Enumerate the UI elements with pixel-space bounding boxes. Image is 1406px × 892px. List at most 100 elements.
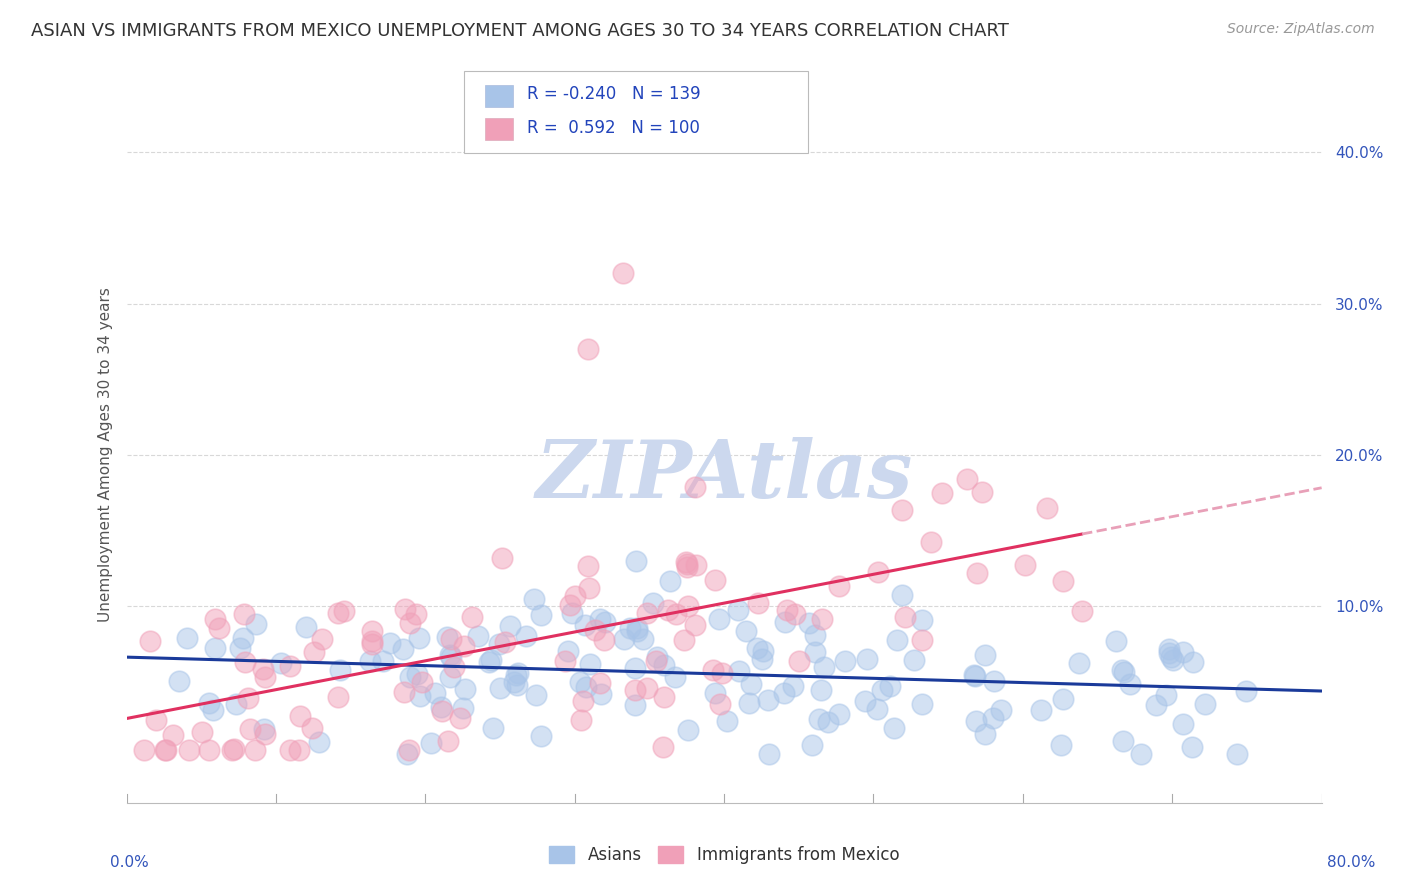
Point bbox=[197, 743, 219, 757]
Point bbox=[204, 641, 226, 656]
Point bbox=[270, 656, 292, 670]
Text: R =  0.592   N = 100: R = 0.592 N = 100 bbox=[527, 119, 700, 136]
Point bbox=[931, 486, 953, 500]
Point bbox=[232, 607, 254, 621]
Point bbox=[891, 588, 914, 602]
Point bbox=[636, 681, 658, 695]
Text: Source: ZipAtlas.com: Source: ZipAtlas.com bbox=[1227, 22, 1375, 37]
Point bbox=[756, 693, 779, 707]
Point bbox=[373, 654, 395, 668]
Point bbox=[399, 616, 422, 631]
Point bbox=[589, 676, 612, 690]
Point bbox=[1049, 738, 1071, 752]
Point bbox=[626, 621, 648, 635]
Point bbox=[659, 574, 682, 588]
Point bbox=[652, 690, 675, 704]
Point bbox=[394, 602, 416, 616]
Point bbox=[288, 709, 311, 723]
Point bbox=[564, 589, 586, 603]
Point bbox=[429, 700, 451, 714]
Point bbox=[665, 607, 688, 621]
Point bbox=[451, 701, 474, 715]
Point bbox=[436, 631, 458, 645]
Point bbox=[481, 721, 503, 735]
Text: 80.0%: 80.0% bbox=[1327, 855, 1375, 870]
Point bbox=[399, 670, 422, 684]
Point bbox=[654, 658, 676, 673]
Point bbox=[626, 624, 648, 639]
Point bbox=[868, 565, 890, 579]
Point bbox=[1194, 697, 1216, 711]
Point bbox=[645, 649, 668, 664]
Point bbox=[711, 666, 734, 681]
Point bbox=[503, 674, 526, 689]
Point bbox=[449, 710, 471, 724]
Point bbox=[575, 680, 598, 694]
Point bbox=[776, 603, 799, 617]
Point bbox=[454, 681, 477, 696]
Point bbox=[740, 677, 762, 691]
Point bbox=[523, 592, 546, 607]
Point bbox=[1160, 650, 1182, 665]
Point bbox=[879, 679, 901, 693]
Point bbox=[326, 607, 349, 621]
Point bbox=[569, 713, 592, 727]
Point bbox=[423, 686, 446, 700]
Point bbox=[624, 698, 647, 713]
Point bbox=[145, 713, 167, 727]
Point bbox=[1226, 747, 1249, 762]
Point bbox=[443, 660, 465, 674]
Point bbox=[243, 743, 266, 757]
Point bbox=[208, 621, 231, 635]
Point bbox=[491, 551, 513, 566]
Point bbox=[1182, 655, 1205, 669]
Point bbox=[676, 599, 699, 614]
Point bbox=[965, 714, 987, 728]
Point bbox=[911, 633, 934, 648]
Point bbox=[554, 654, 576, 668]
Point bbox=[813, 660, 835, 674]
Point bbox=[405, 607, 427, 622]
Text: ZIPAtlas: ZIPAtlas bbox=[536, 437, 912, 515]
Point bbox=[408, 631, 430, 645]
Point bbox=[593, 633, 616, 648]
Point bbox=[828, 579, 851, 593]
Point bbox=[631, 632, 654, 646]
Point bbox=[886, 632, 908, 647]
Point bbox=[800, 738, 823, 752]
Point bbox=[132, 743, 155, 757]
Point bbox=[155, 743, 177, 757]
Point bbox=[702, 663, 724, 677]
Point bbox=[153, 743, 176, 757]
Point bbox=[1173, 717, 1195, 731]
Point bbox=[221, 743, 243, 757]
Point bbox=[911, 613, 934, 627]
Point bbox=[643, 596, 665, 610]
Point bbox=[709, 697, 731, 711]
Point bbox=[576, 559, 599, 574]
Point bbox=[394, 685, 416, 699]
Point bbox=[1112, 734, 1135, 748]
Point bbox=[574, 617, 596, 632]
Point bbox=[911, 698, 934, 712]
Point bbox=[560, 606, 582, 620]
Point bbox=[245, 617, 267, 632]
Point bbox=[498, 619, 520, 633]
Point bbox=[524, 688, 547, 702]
Point bbox=[467, 629, 489, 643]
Point bbox=[530, 729, 553, 743]
Point bbox=[751, 652, 773, 666]
Point bbox=[1173, 645, 1195, 659]
Point bbox=[758, 747, 780, 762]
Point bbox=[236, 691, 259, 706]
Point bbox=[856, 652, 879, 666]
Point bbox=[505, 667, 527, 681]
Point bbox=[1052, 574, 1074, 588]
Point bbox=[981, 711, 1004, 725]
Point bbox=[583, 623, 606, 637]
Point bbox=[737, 696, 759, 710]
Point bbox=[797, 616, 820, 631]
Point bbox=[624, 554, 647, 568]
Point bbox=[827, 707, 849, 722]
Point bbox=[479, 653, 502, 667]
